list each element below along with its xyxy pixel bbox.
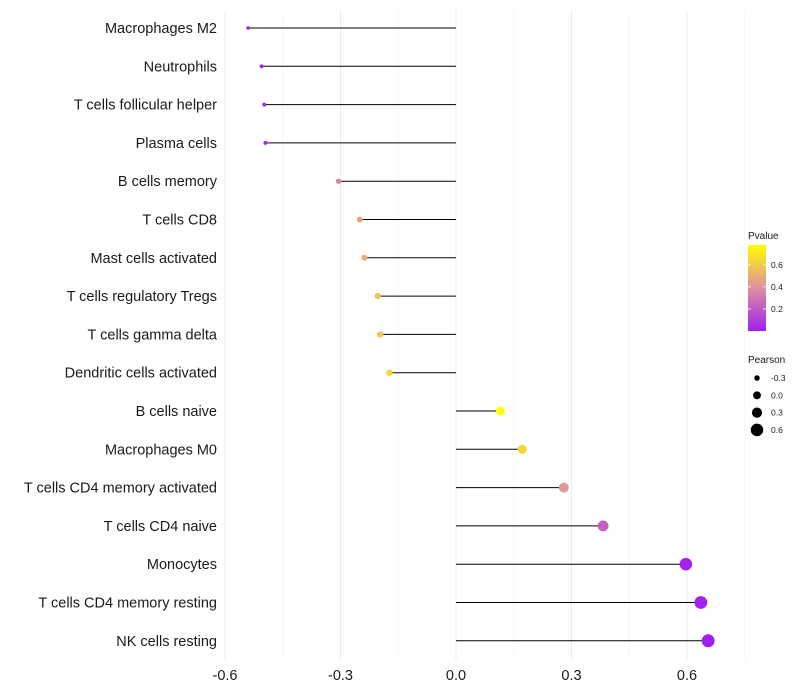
lollipop-point xyxy=(495,406,505,416)
pearson-legend-dot xyxy=(754,375,760,381)
lollipop-point xyxy=(263,140,268,145)
pvalue-legend-tick-label: 0.6 xyxy=(771,260,783,270)
category-label: T cells CD4 naive xyxy=(104,519,217,535)
pearson-legend: Pearson -0.3 0.0 0.3 0.6 xyxy=(748,355,786,437)
pvalue-legend: Pvalue 0.2 0.4 0.6 xyxy=(748,231,783,331)
pearson-legend-entries: -0.3 0.0 0.3 0.6 xyxy=(750,373,786,437)
lollipop-point xyxy=(597,520,609,532)
category-label: Macrophages M2 xyxy=(105,21,217,37)
pearson-legend-dot xyxy=(753,391,761,400)
lollipop-point xyxy=(335,178,342,184)
lollipop-points xyxy=(246,26,715,648)
pearson-legend-label: -0.3 xyxy=(771,373,786,383)
pvalue-colorbar xyxy=(748,245,766,331)
pearson-legend-label: 0.3 xyxy=(771,408,783,418)
category-label: Dendritic cells activated xyxy=(65,366,217,382)
x-axis-tick-labels: -0.6 -0.3 0.0 0.3 0.6 xyxy=(213,668,698,684)
lollipop-stems xyxy=(248,27,709,642)
x-tick-label: 0.3 xyxy=(561,668,581,684)
category-label: T cells CD4 memory activated xyxy=(24,481,217,497)
category-label: B cells memory xyxy=(118,174,218,190)
lollipop-point xyxy=(679,557,693,571)
pearson-legend-label: 0.0 xyxy=(771,390,783,400)
category-label: Neutrophils xyxy=(144,59,217,75)
category-label: B cells naive xyxy=(136,404,217,420)
lollipop-point xyxy=(701,634,715,648)
category-label: T cells CD4 memory resting xyxy=(38,596,217,612)
category-label: Plasma cells xyxy=(136,136,217,152)
grid-lines xyxy=(224,10,746,660)
pearson-legend-dot xyxy=(750,423,764,437)
x-tick-label: 0.6 xyxy=(677,668,697,684)
pvalue-legend-title: Pvalue xyxy=(748,231,779,242)
pearson-legend-dot xyxy=(751,407,763,418)
lollipop-point xyxy=(259,64,264,69)
category-label: Monocytes xyxy=(147,557,217,573)
pearson-legend-label: 0.6 xyxy=(771,425,783,435)
lollipop-point xyxy=(262,102,267,107)
lollipop-point xyxy=(361,254,368,261)
lollipop-point xyxy=(246,26,250,30)
x-tick-label: -0.6 xyxy=(213,668,238,684)
lollipop-point xyxy=(377,331,384,338)
lollipop-point xyxy=(694,596,708,609)
lollipop-point xyxy=(386,369,393,376)
lollipop-point xyxy=(517,444,527,454)
pvalue-legend-tick-label: 0.2 xyxy=(771,304,783,314)
category-label: T cells regulatory Tregs xyxy=(67,289,217,305)
x-tick-label: 0.0 xyxy=(446,668,466,684)
pearson-legend-title: Pearson xyxy=(748,355,785,366)
category-label: Mast cells activated xyxy=(90,251,217,267)
pvalue-legend-ticks: 0.2 0.4 0.6 xyxy=(748,260,783,314)
category-label: T cells follicular helper xyxy=(74,98,217,114)
category-label: T cells CD8 xyxy=(142,213,217,229)
lollipop-point xyxy=(558,482,569,493)
category-label: Macrophages M0 xyxy=(105,442,217,458)
lollipop-point xyxy=(356,216,363,223)
pvalue-legend-tick-label: 0.4 xyxy=(771,282,783,292)
x-tick-label: -0.3 xyxy=(328,668,353,684)
category-label: NK cells resting xyxy=(116,634,217,650)
category-labels: Macrophages M2 Neutrophils T cells follicu… xyxy=(24,21,218,650)
category-label: T cells gamma delta xyxy=(88,327,218,343)
lollipop-point xyxy=(374,292,381,300)
